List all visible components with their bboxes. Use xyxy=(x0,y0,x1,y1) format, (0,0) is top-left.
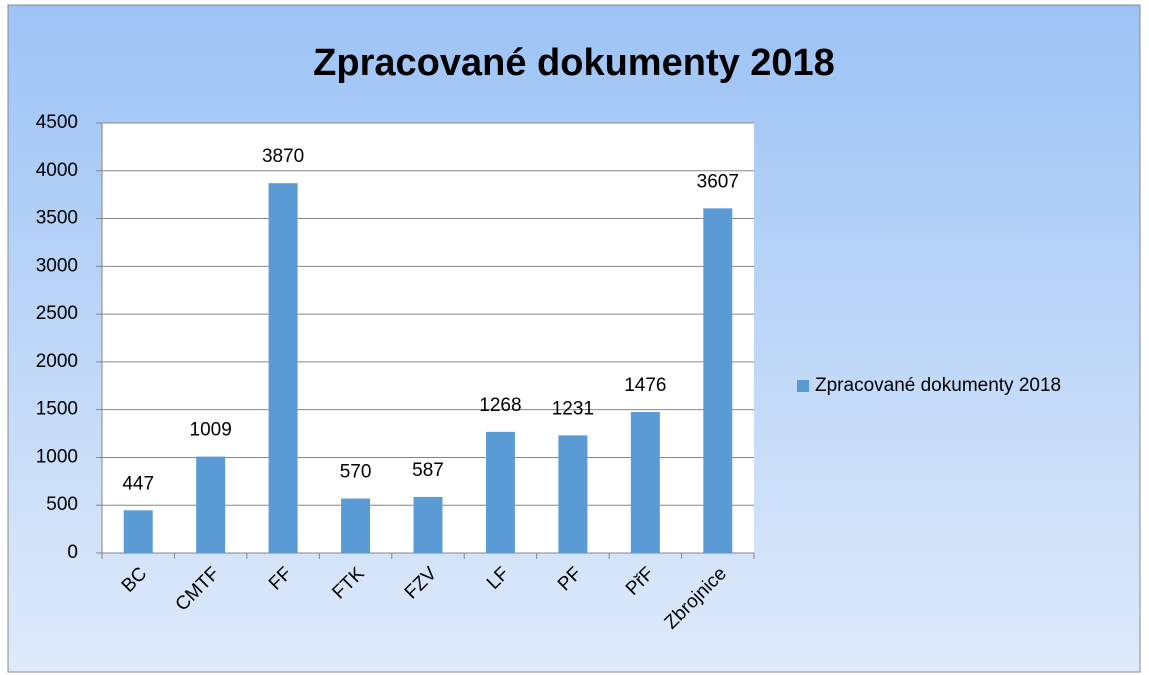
bar xyxy=(341,498,371,553)
bar xyxy=(196,456,226,553)
legend-label: Zpracované dokumenty 2018 xyxy=(815,375,1061,396)
y-tick-label: 1500 xyxy=(36,399,78,420)
data-label: 1268 xyxy=(479,395,521,416)
data-label: 1476 xyxy=(624,375,666,396)
y-tick-label: 3500 xyxy=(36,208,78,229)
bar xyxy=(413,496,443,553)
bar xyxy=(558,435,588,553)
data-label: 1231 xyxy=(552,398,594,419)
data-label: 587 xyxy=(412,460,444,481)
bar xyxy=(123,510,153,553)
bar xyxy=(268,183,298,553)
bar xyxy=(630,411,660,553)
chart-title: Zpracované dokumenty 2018 xyxy=(313,42,835,84)
data-label: 570 xyxy=(340,462,372,483)
bar xyxy=(703,208,733,553)
y-tick-label: 1000 xyxy=(36,446,78,467)
data-label: 1009 xyxy=(190,420,232,441)
y-tick-label: 3000 xyxy=(36,255,78,276)
legend-swatch xyxy=(797,380,809,392)
bar xyxy=(485,431,515,553)
y-tick-label: 2500 xyxy=(36,303,78,324)
data-label: 3607 xyxy=(697,171,739,192)
y-tick-label: 500 xyxy=(46,494,78,515)
data-label: 447 xyxy=(122,473,154,494)
y-tick-label: 4000 xyxy=(36,160,78,181)
y-tick-label: 0 xyxy=(67,542,78,563)
data-label: 3870 xyxy=(262,146,304,167)
y-tick-label: 2000 xyxy=(36,351,78,372)
y-tick-label: 4500 xyxy=(36,112,78,133)
